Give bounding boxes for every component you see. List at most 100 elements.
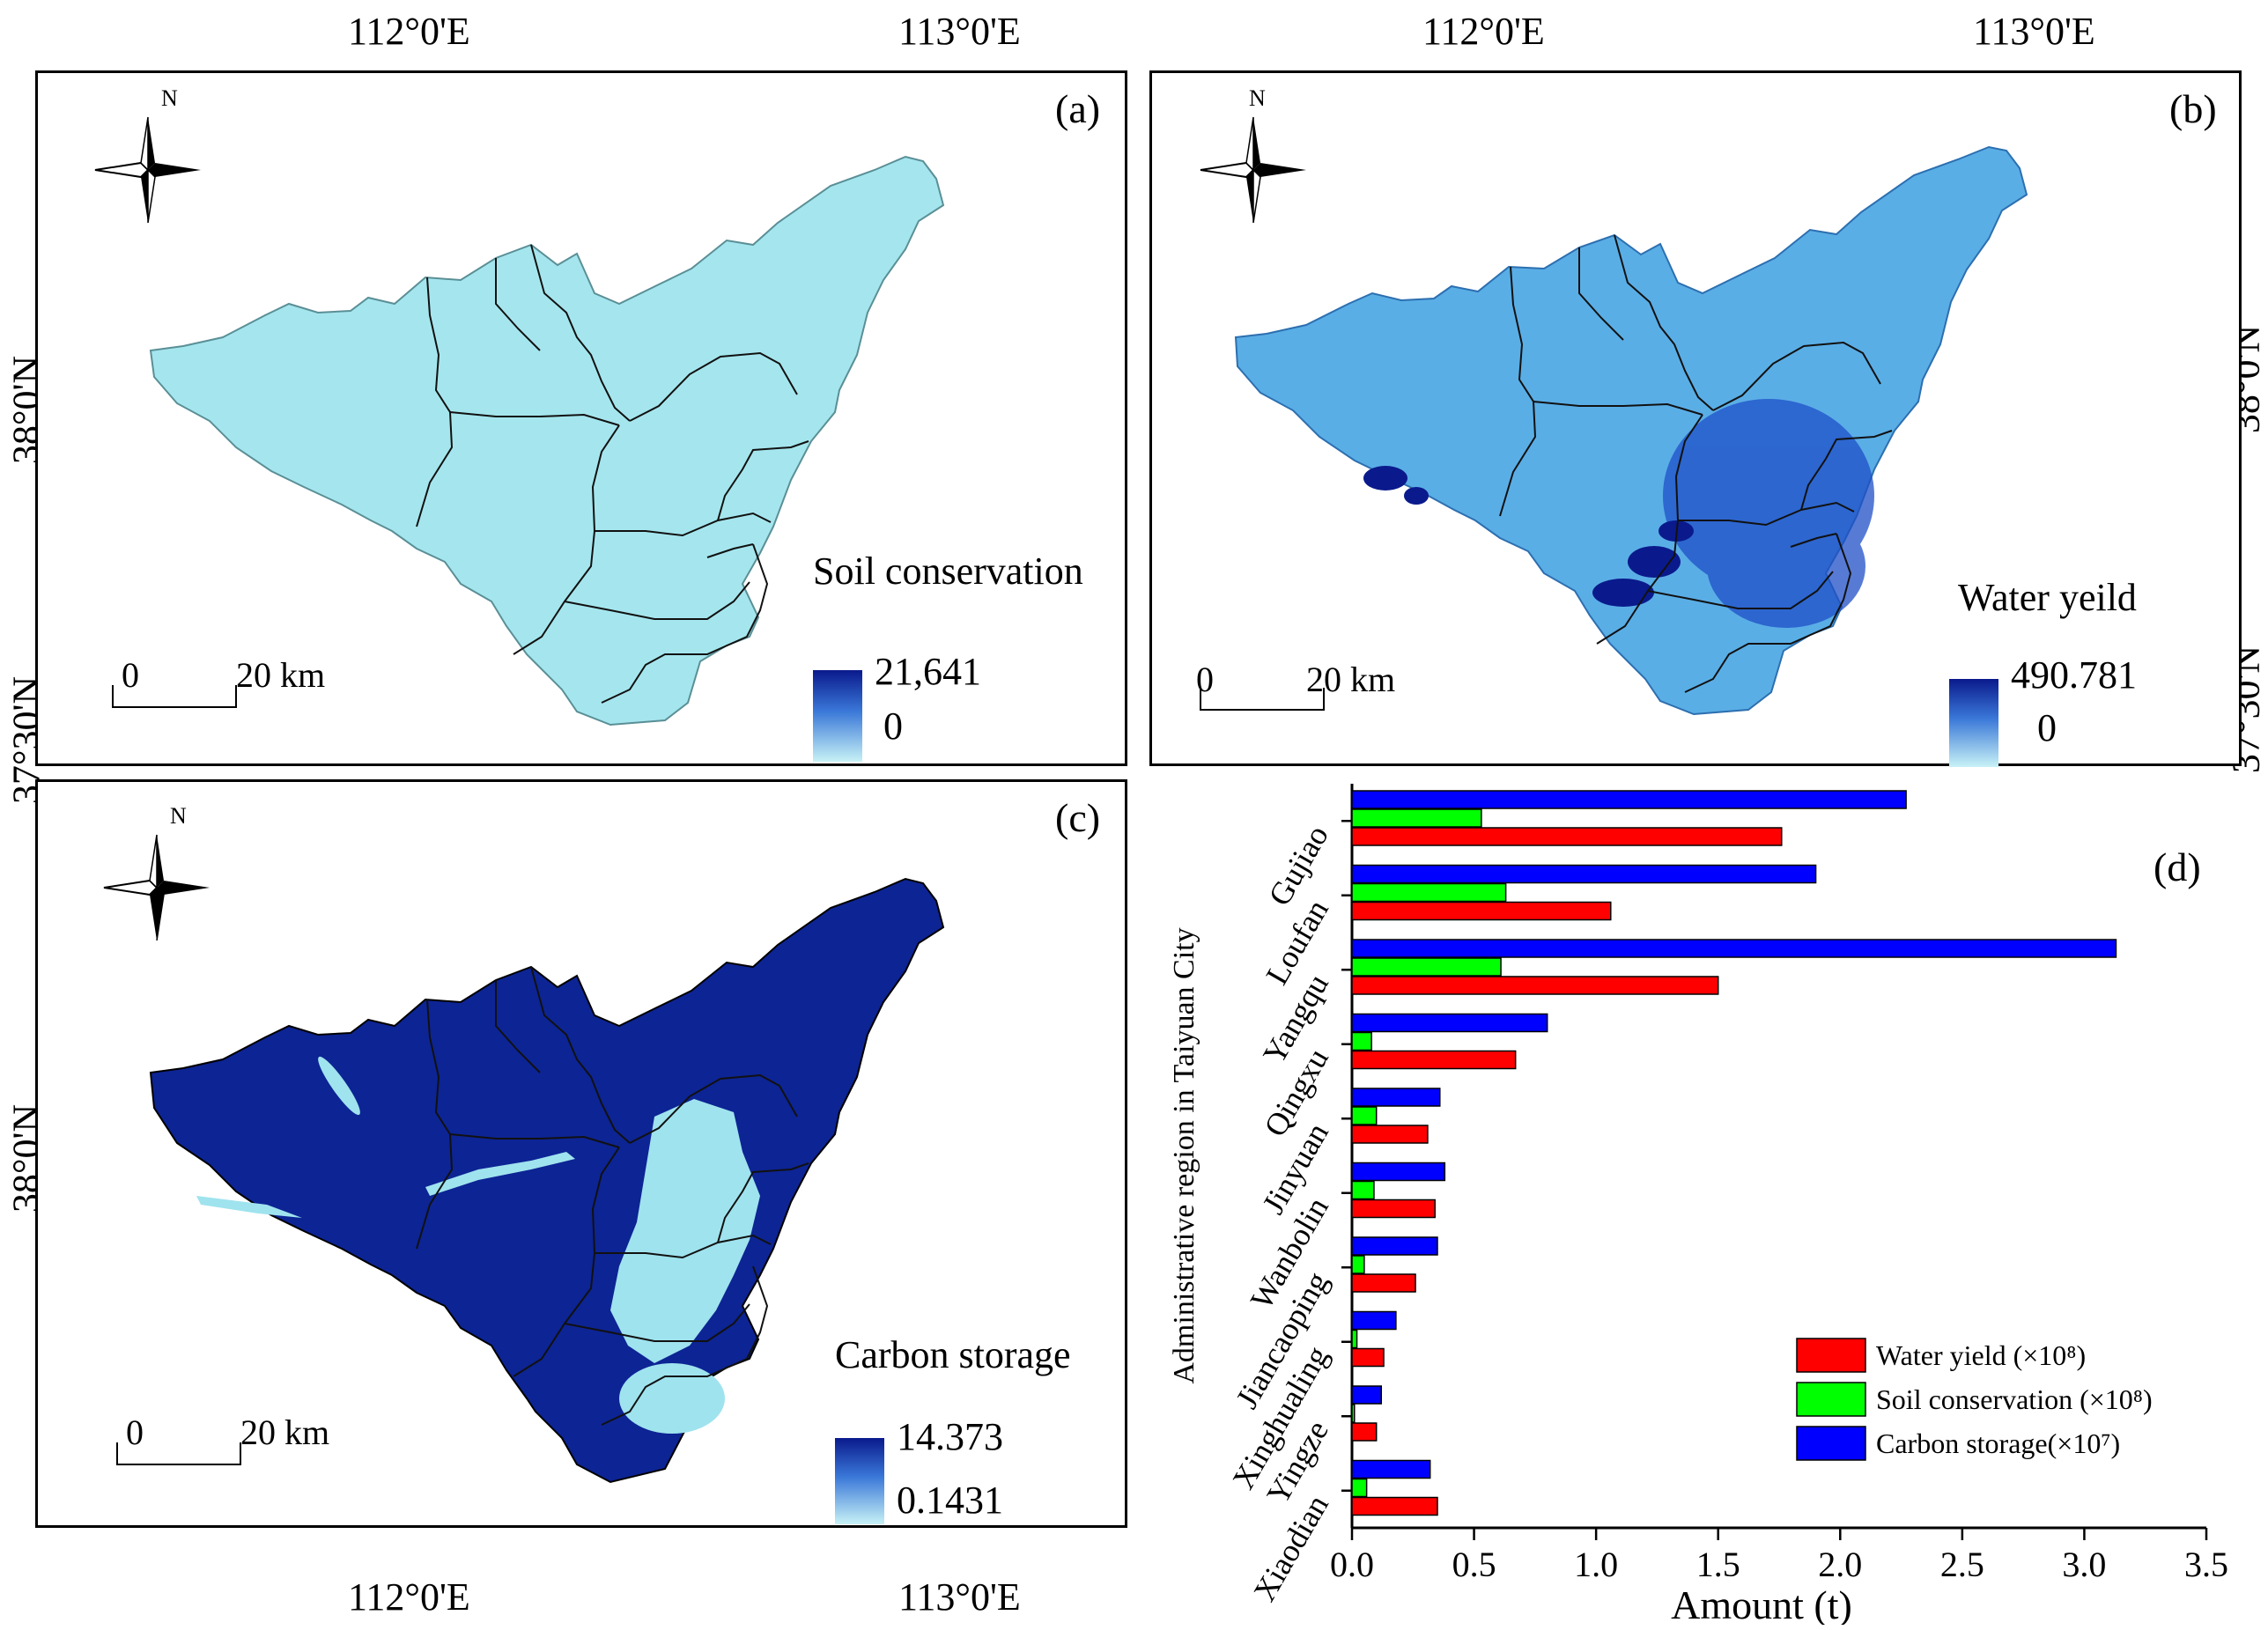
very-high-yield-patches <box>1363 466 1694 607</box>
legend-swatch <box>1796 1382 1866 1417</box>
scale-label-0: 0 <box>1196 660 1214 699</box>
top-longitude-112-b: 112°0'E <box>1422 10 1545 53</box>
legend-max-value: 490.781 <box>2011 653 2137 697</box>
x-tick-label: 3.5 <box>2184 1545 2228 1584</box>
district-boundaries <box>416 244 809 704</box>
bar-water-xinghualing <box>1351 1347 1385 1368</box>
legend-max-value: 21,641 <box>875 650 981 693</box>
bar-water-jinyuan <box>1351 1125 1429 1144</box>
map-panel-a: (a) N 0 20 km Soil conservation 21,641 0 <box>35 70 1127 766</box>
north-label: N <box>170 803 187 829</box>
legend-min-value: 0 <box>2037 706 2057 749</box>
north-arrow-icon <box>94 116 201 224</box>
bar-carbon-loufan <box>1351 864 1817 884</box>
north-arrow-icon <box>103 834 210 941</box>
bottom-longitude-113: 113°0'E <box>898 1575 1021 1619</box>
legend-max-value: 14.373 <box>897 1415 1003 1458</box>
district-boundaries <box>416 966 809 1426</box>
scale-bar <box>1200 688 1325 711</box>
bar-water-loufan <box>1351 901 1612 921</box>
legend-entry: Water yield (×10⁸) <box>1876 1339 2086 1371</box>
bar-carbon-yingze <box>1351 1385 1383 1405</box>
scale-label-0: 0 <box>122 655 139 695</box>
bar-carbon-jiancaoping <box>1351 1236 1438 1256</box>
x-tick-label: 0.0 <box>1330 1545 1374 1584</box>
bar-soil-yangqu <box>1351 957 1502 977</box>
bar-carbon-xiaodian <box>1351 1459 1431 1479</box>
bar-soil-gujiao <box>1351 808 1482 828</box>
map-title-carbon-storage: Carbon storage <box>835 1333 1071 1376</box>
y-axis-title: Administrative region in Taiyuan City <box>1168 927 1200 1383</box>
scale-label-20km: 20 km <box>1306 660 1396 699</box>
category-label: Gujiao <box>1261 819 1335 911</box>
carbon-storage-map <box>149 877 945 1484</box>
bar-water-yingze <box>1351 1422 1378 1442</box>
scale-bar <box>112 685 237 708</box>
bar-carbon-qingxu <box>1351 1013 1548 1033</box>
top-longitude-113: 113°0'E <box>898 10 1021 53</box>
map-panel-c: (c) N 0 20 km Carbon storage 14.373 0.14… <box>35 779 1127 1528</box>
x-tick-label: 1.5 <box>1696 1545 1740 1584</box>
panel-label-a: (a) <box>1055 86 1101 131</box>
bar-water-gujiao <box>1351 827 1783 846</box>
north-label: N <box>161 85 178 111</box>
x-tick-label: 2.0 <box>1818 1545 1862 1584</box>
study-area-fill <box>1234 145 2028 716</box>
bar-carbon-jinyuan <box>1351 1088 1441 1107</box>
bar-water-wanbolin <box>1351 1199 1436 1219</box>
study-area-fill <box>149 877 945 1484</box>
bar-water-jiancaoping <box>1351 1273 1416 1293</box>
panel-label-c: (c) <box>1055 795 1101 840</box>
bar-water-xiaodian <box>1351 1496 1438 1516</box>
x-tick-label: 2.5 <box>1940 1545 1984 1584</box>
map-title-soil-conservation: Soil conservation <box>813 549 1083 593</box>
bar-carbon-wanbolin <box>1351 1162 1446 1182</box>
map-title-water-yield: Water yeild <box>1958 576 2137 619</box>
bar-soil-xiaodian <box>1351 1478 1368 1498</box>
scale-label-20km: 20 km <box>240 1412 330 1452</box>
bar-soil-wanbolin <box>1351 1180 1375 1200</box>
top-longitude-113-b: 113°0'E <box>1973 10 2095 53</box>
legend-color-ramp <box>835 1438 884 1524</box>
x-tick-label: 3.0 <box>2062 1545 2106 1584</box>
top-longitude-112: 112°0'E <box>348 10 470 53</box>
north-arrow-icon <box>1200 116 1306 224</box>
bar-soil-xinghualing <box>1351 1329 1358 1349</box>
x-tick-label: 1.0 <box>1574 1545 1618 1584</box>
bar-carbon-gujiao <box>1351 790 1907 809</box>
bar-carbon-xinghualing <box>1351 1310 1397 1331</box>
x-axis-title: Amount (t) <box>1671 1582 1852 1625</box>
bar-carbon-yangqu <box>1351 939 2117 958</box>
bar-soil-loufan <box>1351 882 1507 903</box>
bottom-longitude-112: 112°0'E <box>348 1575 470 1619</box>
district-boundaries <box>1499 234 1893 693</box>
bar-water-qingxu <box>1351 1050 1517 1070</box>
legend-swatch <box>1796 1426 1866 1461</box>
scale-label-20km: 20 km <box>236 655 326 695</box>
legend-min-value: 0.1431 <box>897 1479 1003 1522</box>
study-area-fill <box>149 155 945 726</box>
legend-entry: Carbon storage(×10⁷) <box>1876 1427 2120 1459</box>
category-label: Loufan <box>1259 894 1335 991</box>
low-carbon-areas <box>196 1056 760 1434</box>
legend-color-ramp <box>813 670 862 762</box>
panel-label-b: (b) <box>2169 86 2217 131</box>
bar-soil-jiancaoping <box>1351 1255 1365 1274</box>
x-tick-label: 0.5 <box>1452 1545 1496 1584</box>
panel-label-d: (d) <box>2153 845 2201 889</box>
water-yield-map <box>1234 145 2028 716</box>
bar-soil-yingze <box>1351 1404 1356 1423</box>
legend-swatch <box>1796 1338 1866 1373</box>
scale-label-0: 0 <box>126 1412 144 1452</box>
legend-entry: Soil conservation (×10⁸) <box>1876 1383 2153 1415</box>
bar-soil-qingxu <box>1351 1031 1372 1051</box>
scale-bar <box>116 1442 241 1465</box>
legend-min-value: 0 <box>883 704 903 748</box>
bar-water-yangqu <box>1351 976 1719 995</box>
bar-chart-panel-d: 0.0 0.5 1.0 1.5 2.0 2.5 3.0 3.5GujiaoLoufanYang… <box>1168 784 2228 1625</box>
bar-soil-jinyuan <box>1351 1106 1378 1125</box>
map-panel-b: (b) N 0 20 km Water yeild 490.781 0 <box>1149 70 2242 767</box>
north-label: N <box>1249 85 1266 111</box>
legend-color-ramp <box>1949 679 1998 767</box>
soil-conservation-map <box>149 155 945 726</box>
